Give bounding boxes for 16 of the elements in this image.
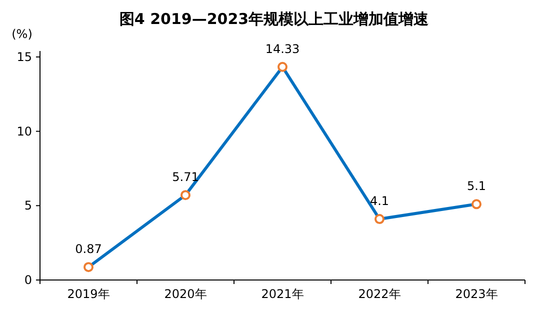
- data-label: 4.1: [370, 194, 390, 208]
- x-tick-label: 2022年: [358, 287, 401, 301]
- x-tick-label: 2020年: [164, 287, 207, 301]
- y-tick-label: 10: [16, 124, 32, 138]
- x-tick-label: 2019年: [67, 287, 110, 301]
- y-axis-title: (%): [12, 27, 32, 41]
- x-tick-label: 2021年: [261, 287, 304, 301]
- y-tick-label: 15: [16, 50, 32, 64]
- y-tick-label: 0: [24, 273, 32, 287]
- y-tick-label: 5: [24, 198, 32, 213]
- x-tick-label: 2023年: [455, 287, 498, 301]
- data-label: 5.1: [466, 179, 486, 194]
- data-label: 0.87: [75, 242, 102, 256]
- data-label: 14.33: [265, 42, 300, 56]
- data-label: 5.71: [172, 170, 199, 184]
- chart-title: 图4 2019—2023年规模以上工业增加值增速: [119, 10, 430, 28]
